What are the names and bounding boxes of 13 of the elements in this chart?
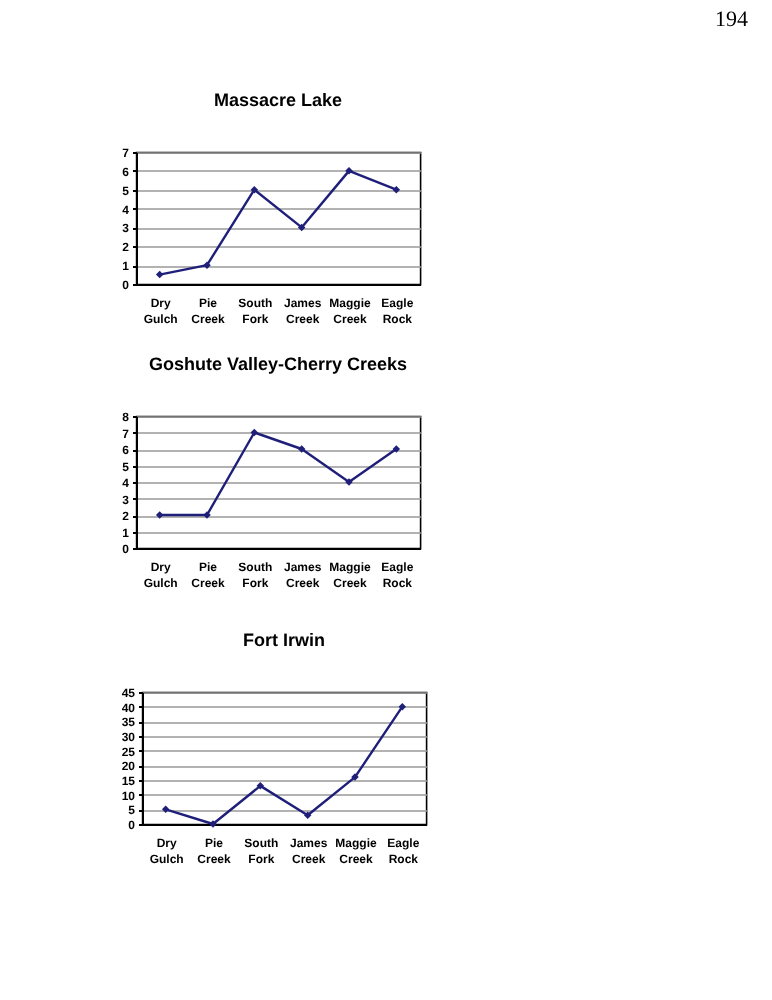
- point: [297, 445, 306, 453]
- point: [250, 185, 259, 194]
- point: [392, 445, 401, 453]
- point: [161, 805, 170, 814]
- point: [155, 511, 164, 519]
- point: [256, 782, 265, 790]
- chart-title: Massacre Lake: [213, 90, 343, 110]
- chart-title: Goshute Valley-Cherry Creeks: [148, 354, 408, 374]
- chart-title: Fort Irwin: [243, 630, 325, 650]
- text: 194: [715, 8, 748, 32]
- point: [398, 702, 407, 711]
- point: [392, 185, 401, 194]
- point: [303, 811, 312, 819]
